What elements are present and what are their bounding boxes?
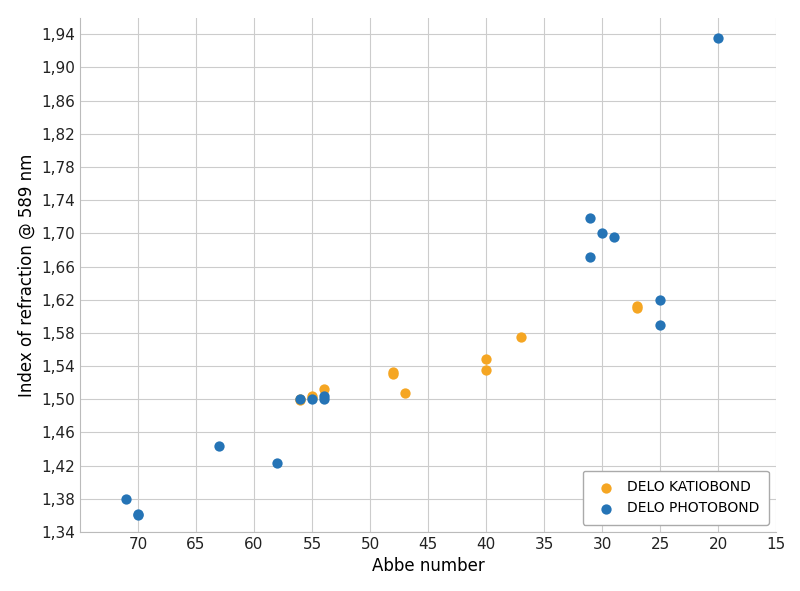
DELO PHOTOBOND	[317, 391, 330, 401]
X-axis label: Abbe number: Abbe number	[372, 557, 484, 575]
DELO KATIOBOND	[398, 389, 411, 398]
DELO PHOTOBOND	[306, 394, 318, 404]
DELO PHOTOBOND	[607, 233, 620, 242]
DELO KATIOBOND	[306, 394, 318, 403]
DELO KATIOBOND	[294, 394, 307, 404]
DELO PHOTOBOND	[654, 320, 666, 329]
DELO PHOTOBOND	[317, 394, 330, 404]
Y-axis label: Index of refraction @ 589 nm: Index of refraction @ 589 nm	[18, 153, 35, 397]
DELO PHOTOBOND	[271, 459, 284, 468]
DELO PHOTOBOND	[120, 494, 133, 504]
DELO KATIOBOND	[306, 391, 318, 401]
DELO KATIOBOND	[514, 332, 527, 342]
DELO KATIOBOND	[630, 303, 643, 313]
DELO PHOTOBOND	[584, 252, 597, 261]
DELO KATIOBOND	[317, 385, 330, 394]
DELO PHOTOBOND	[131, 509, 145, 518]
DELO KATIOBOND	[480, 355, 493, 364]
DELO PHOTOBOND	[294, 394, 307, 404]
DELO PHOTOBOND	[712, 34, 725, 43]
DELO KATIOBOND	[630, 301, 643, 311]
DELO PHOTOBOND	[131, 511, 145, 520]
DELO PHOTOBOND	[595, 229, 609, 238]
DELO PHOTOBOND	[654, 295, 666, 304]
DELO KATIOBOND	[294, 395, 307, 405]
DELO KATIOBOND	[387, 367, 400, 376]
DELO KATIOBOND	[480, 365, 493, 375]
DELO KATIOBOND	[387, 369, 400, 378]
DELO PHOTOBOND	[213, 441, 226, 450]
Legend: DELO KATIOBOND, DELO PHOTOBOND: DELO KATIOBOND, DELO PHOTOBOND	[582, 470, 769, 525]
DELO PHOTOBOND	[584, 214, 597, 223]
